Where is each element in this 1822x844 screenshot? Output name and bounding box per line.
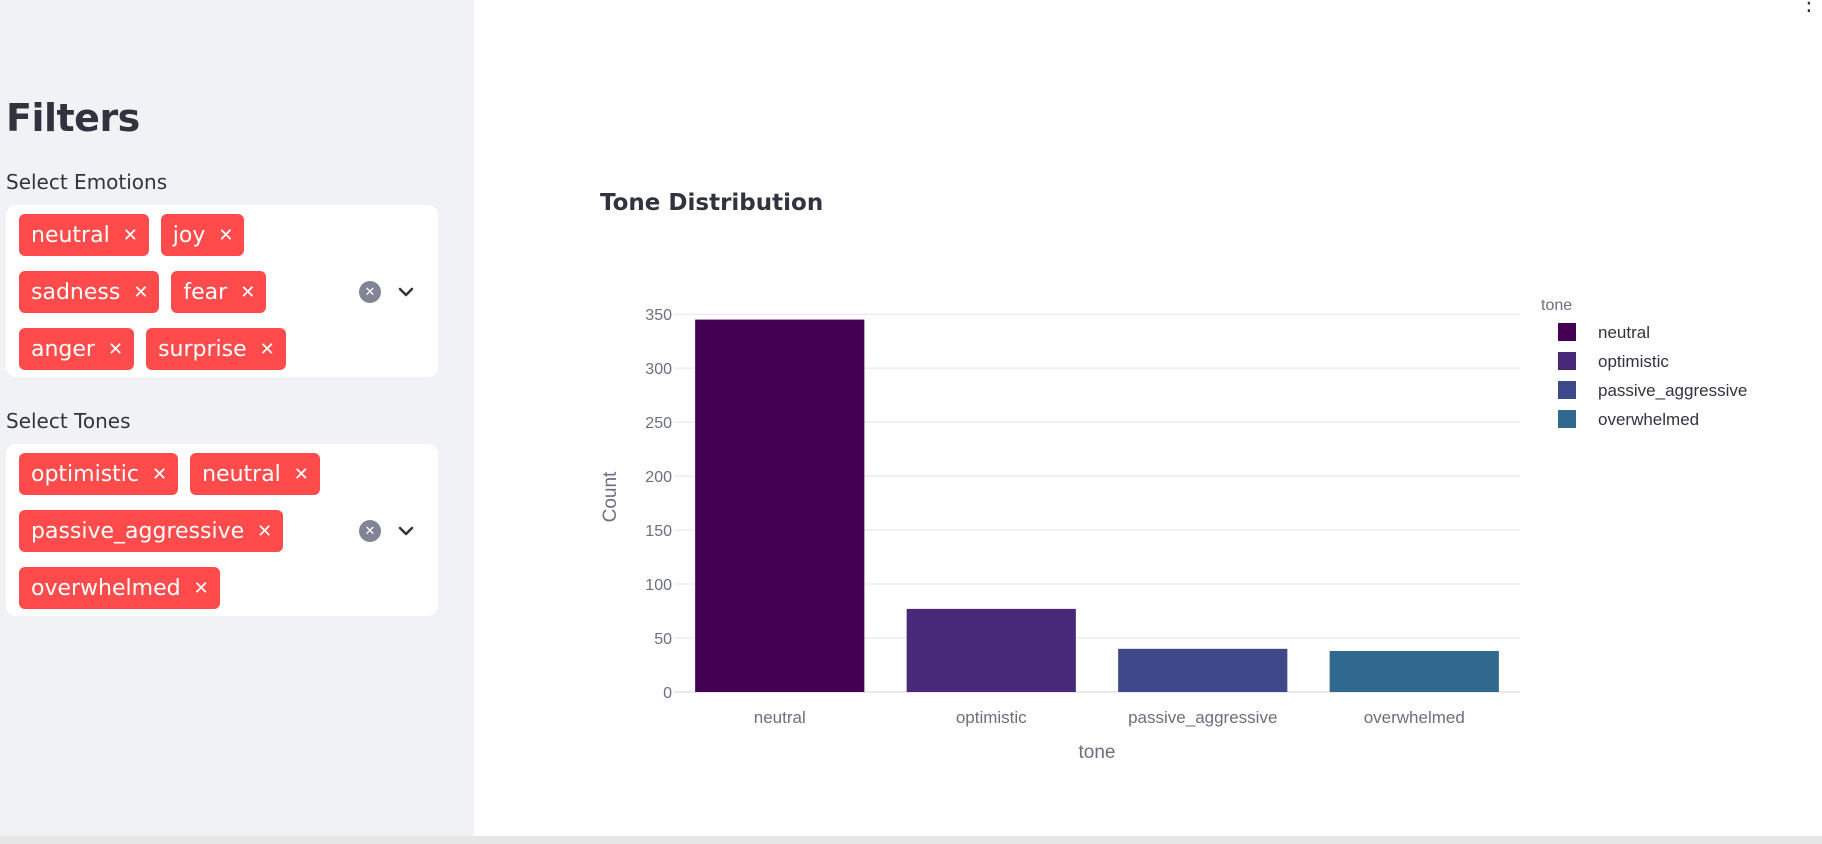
remove-tag-icon[interactable]: ✕: [293, 463, 309, 485]
legend-label: optimistic: [1598, 352, 1669, 371]
legend-title: tone: [1541, 297, 1572, 314]
x-axis-title: tone: [1079, 742, 1116, 763]
y-tick-label: 350: [645, 307, 672, 324]
tag-label: passive_aggressive: [31, 518, 245, 544]
legend-label: overwhelmed: [1598, 410, 1699, 429]
chevron-down-icon[interactable]: [396, 521, 416, 541]
bar: [695, 319, 865, 692]
y-tick-label: 50: [654, 631, 672, 648]
legend-swatch: [1558, 381, 1576, 399]
emotion-tag: joy ✕: [160, 214, 245, 256]
tag-label: anger: [31, 336, 95, 362]
chevron-down-icon[interactable]: [396, 282, 416, 302]
tag-label: fear: [183, 279, 228, 305]
remove-tag-icon[interactable]: ✕: [133, 281, 149, 303]
y-tick-label: 150: [645, 523, 672, 540]
legend-label: neutral: [1598, 323, 1650, 342]
y-tick-label: 0: [663, 685, 672, 702]
remove-tag-icon[interactable]: ✕: [218, 224, 234, 246]
x-tick-label: overwhelmed: [1364, 708, 1465, 727]
clear-all-icon[interactable]: ✕: [359, 281, 381, 303]
tag-label: neutral: [202, 461, 281, 487]
horizontal-scrollbar[interactable]: [0, 836, 1822, 844]
emotions-label: Select Emotions: [6, 170, 168, 194]
tones-multiselect[interactable]: optimistic ✕ neutral ✕ passive_aggressive ✕…: [6, 444, 438, 616]
emotion-tag: anger ✕: [19, 328, 135, 370]
sidebar: Filters Select Emotions neutral ✕ joy ✕ sa…: [0, 0, 474, 836]
emotion-tag: neutral ✕: [19, 214, 149, 256]
legend-swatch: [1558, 323, 1576, 341]
tag-label: neutral: [31, 222, 110, 248]
remove-tag-icon[interactable]: ✕: [122, 224, 138, 246]
legend-swatch: [1558, 352, 1576, 370]
remove-tag-icon[interactable]: ✕: [107, 338, 124, 360]
y-tick-label: 250: [645, 415, 672, 432]
remove-tag-icon[interactable]: ✕: [240, 281, 256, 303]
y-axis-title: Count: [600, 471, 621, 522]
y-tick-label: 100: [645, 577, 672, 594]
emotions-multiselect[interactable]: neutral ✕ joy ✕ sadness ✕ fear ✕ anger ✕ surp…: [6, 205, 438, 377]
tag-label: joy: [172, 222, 206, 248]
sidebar-title: Filters: [6, 96, 140, 140]
bar: [1329, 650, 1499, 692]
tones-tag-list: optimistic ✕ neutral ✕ passive_aggressive ✕…: [19, 453, 349, 609]
tone-tag: passive_aggressive ✕: [19, 510, 284, 552]
tone-tag: neutral ✕: [190, 453, 320, 495]
chart-title: Tone Distribution: [600, 190, 824, 216]
emotion-tag: surprise ✕: [146, 328, 286, 370]
more-menu-icon[interactable]: ⋮: [1798, 0, 1820, 15]
remove-tag-icon[interactable]: ✕: [259, 338, 275, 360]
emotions-tag-list: neutral ✕ joy ✕ sadness ✕ fear ✕ anger ✕ surp…: [19, 214, 349, 370]
x-tick-label: optimistic: [956, 708, 1027, 727]
legend-swatch: [1558, 410, 1576, 428]
tone-tag: overwhelmed ✕: [19, 567, 220, 609]
clear-all-icon[interactable]: ✕: [359, 520, 381, 542]
bar: [906, 608, 1076, 692]
x-tick-label: neutral: [754, 708, 806, 727]
emotion-tag: fear ✕: [171, 271, 267, 313]
bar: [1118, 648, 1288, 692]
remove-tag-icon[interactable]: ✕: [193, 577, 209, 599]
legend-label: passive_aggressive: [1598, 381, 1747, 400]
emotion-tag: sadness ✕: [19, 271, 160, 313]
tag-label: optimistic: [31, 461, 140, 487]
tag-label: overwhelmed: [31, 575, 181, 601]
tone-tag: optimistic ✕: [19, 453, 179, 495]
remove-tag-icon[interactable]: ✕: [152, 463, 168, 485]
y-tick-label: 200: [645, 469, 672, 486]
tones-label: Select Tones: [6, 409, 131, 433]
remove-tag-icon[interactable]: ✕: [257, 520, 273, 542]
y-tick-label: 300: [645, 361, 672, 378]
x-tick-label: passive_aggressive: [1128, 708, 1277, 727]
tag-label: sadness: [31, 279, 121, 305]
tag-label: surprise: [158, 336, 247, 362]
